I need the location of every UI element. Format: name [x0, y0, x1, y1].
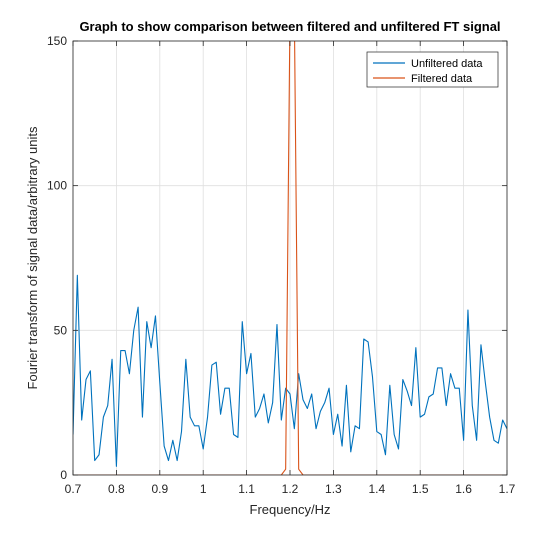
legend: Unfiltered data Filtered data	[366, 51, 499, 88]
x-tick-label: 1	[200, 482, 207, 496]
series-line-unfiltered	[73, 274, 507, 467]
chart-title: Graph to show comparison between filtere…	[79, 19, 500, 34]
x-tick-label: 1.1	[238, 482, 255, 496]
ticks: 0.7 0.8 0.9 1 1.1 1.2 1.3 1.4 1.5 1.6 1.7 0 50 100 150	[47, 34, 516, 496]
legend-label: Unfiltered data	[411, 58, 483, 70]
x-axis-label: Frequency/Hz	[250, 502, 331, 517]
y-tick-label: 50	[54, 323, 68, 337]
legend-label: Filtered data	[411, 73, 473, 85]
x-tick-label: 1.5	[412, 482, 429, 496]
x-tick-label: 0.8	[108, 482, 125, 496]
series-layer	[73, 41, 507, 475]
y-axis-label: Fourier transform of signal data/arbitra…	[25, 126, 40, 389]
x-tick-label: 1.7	[499, 482, 516, 496]
x-tick-label: 1.4	[368, 482, 385, 496]
x-tick-label: 1.6	[455, 482, 472, 496]
x-tick-label: 0.9	[151, 482, 168, 496]
x-tick-label: 0.7	[65, 482, 82, 496]
x-tick-label: 1.2	[282, 482, 299, 496]
y-tick-label: 150	[47, 34, 67, 48]
y-tick-label: 0	[60, 468, 67, 482]
x-tick-label: 1.3	[325, 482, 342, 496]
legend-box	[366, 51, 499, 88]
y-tick-label: 100	[47, 179, 67, 193]
